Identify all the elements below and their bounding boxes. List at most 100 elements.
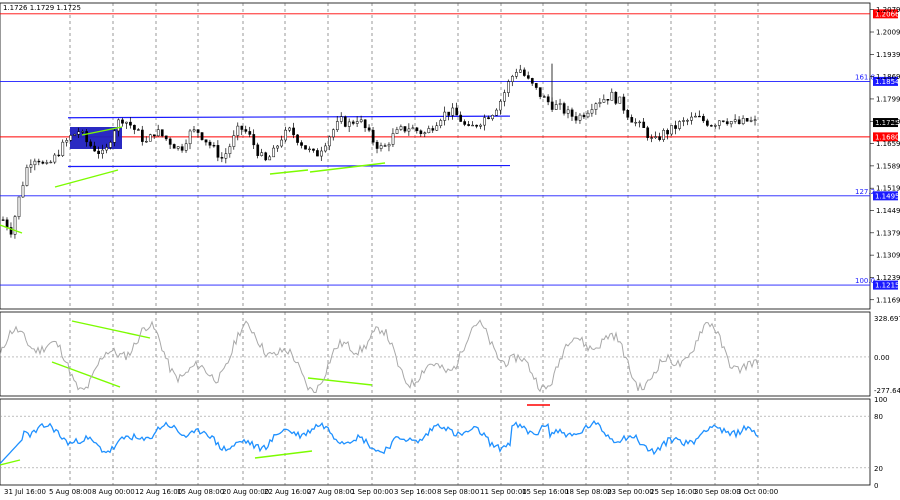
candle-body — [618, 96, 622, 104]
candle-body — [284, 129, 287, 141]
candle-body — [574, 116, 578, 121]
candle-body — [180, 146, 184, 151]
y-tick-label: 1.1449 — [876, 207, 900, 215]
x-tick-label: 11 Sep 00:00 — [480, 488, 527, 496]
candle-body — [141, 129, 144, 142]
x-tick-label: 8 Aug 00:00 — [92, 488, 135, 496]
candle-body — [455, 107, 459, 116]
trendlines — [0, 126, 386, 466]
candle-body — [606, 99, 610, 101]
candle-body — [706, 120, 709, 126]
candle-body — [81, 131, 85, 133]
candle-body — [355, 121, 359, 124]
cci-pane — [0, 311, 871, 397]
candle-body — [546, 96, 550, 103]
candle-body — [419, 130, 423, 134]
candle-body — [522, 69, 526, 76]
candle-body — [144, 141, 148, 143]
candle-body — [312, 148, 315, 151]
candle-body — [117, 119, 120, 132]
candle-body — [168, 138, 172, 145]
candle-body — [415, 127, 419, 132]
level-label: 1.1215 — [875, 282, 900, 290]
level-badge — [873, 9, 898, 19]
candle-body — [308, 148, 311, 151]
candle-body — [503, 92, 506, 102]
candle-body — [375, 141, 379, 149]
candle-body — [383, 145, 387, 147]
candle-body — [37, 160, 41, 163]
candle-body — [268, 156, 272, 161]
candle-body — [710, 125, 713, 127]
candle-body — [33, 160, 37, 166]
candle-body — [721, 120, 725, 122]
candle-body — [602, 99, 606, 103]
candle-body — [49, 161, 53, 164]
price-pane — [0, 2, 871, 310]
trendline — [81, 126, 123, 136]
candle-body — [1, 219, 5, 221]
candle-body — [487, 117, 490, 120]
x-tick-label: 22 Aug 16:00 — [264, 488, 311, 496]
cci-series: 328.6976 0.00 -277.6441 — [0, 315, 900, 395]
candle-body — [670, 125, 673, 135]
rsi-tick-label: 0 — [874, 482, 878, 490]
candle-body — [363, 119, 367, 129]
candle-body — [29, 164, 33, 168]
vertical-gridlines — [69, 3, 759, 485]
level-badge — [873, 76, 898, 86]
candle-body — [435, 125, 439, 131]
candle-body — [562, 103, 566, 114]
candle-body — [69, 135, 73, 141]
level-label: 1.1680 — [875, 133, 900, 141]
candle-body — [204, 139, 208, 143]
candle-body — [248, 131, 252, 135]
candle-body — [105, 147, 108, 151]
candle-body — [666, 130, 669, 135]
candle-body — [407, 128, 411, 132]
x-tick-label: 15 Aug 08:00 — [177, 488, 224, 496]
candle-body — [324, 145, 327, 152]
level-label: 1.2066 — [875, 10, 900, 18]
price-channel — [67, 115, 511, 168]
x-tick-label: 5 Aug 08:00 — [49, 488, 92, 496]
candle-body — [598, 102, 602, 104]
trendline — [51, 361, 121, 388]
candle-body — [113, 130, 116, 143]
cci-tick-label: 328.6976 — [874, 315, 900, 323]
candle-body — [328, 136, 331, 147]
level-badge — [873, 132, 898, 142]
candle-body — [507, 81, 510, 93]
candlesticks — [1, 63, 757, 239]
x-tick-label: 15 Sep 16:00 — [522, 488, 569, 496]
candle-body — [264, 152, 268, 161]
rsi-pane — [0, 398, 871, 486]
candle-body — [212, 145, 216, 147]
candle-body — [519, 69, 522, 73]
x-tick-label: 18 Sep 08:00 — [565, 488, 612, 496]
y-tick-label: 1.1589 — [876, 162, 900, 170]
candle-body — [188, 130, 192, 145]
candle-body — [196, 129, 200, 133]
candle-body — [411, 127, 415, 130]
candle-body — [121, 119, 124, 124]
candle-body — [73, 134, 77, 136]
candle-body — [133, 124, 136, 130]
candle-body — [101, 149, 104, 154]
candle-body — [252, 134, 256, 146]
candle-body — [391, 133, 395, 145]
candle-body — [471, 124, 474, 127]
x-tick-label: 3 Sep 16:00 — [394, 488, 436, 496]
candle-body — [184, 143, 188, 151]
candle-body — [320, 150, 323, 157]
candle-body — [702, 116, 705, 122]
candle-body — [749, 120, 753, 122]
candle-body — [610, 91, 614, 101]
candle-body — [741, 118, 745, 124]
trendline — [71, 320, 151, 339]
candle-body — [371, 129, 375, 143]
candle-body — [240, 125, 244, 130]
candle-body — [447, 111, 451, 116]
candle-body — [335, 121, 339, 131]
candle-body — [614, 91, 618, 104]
